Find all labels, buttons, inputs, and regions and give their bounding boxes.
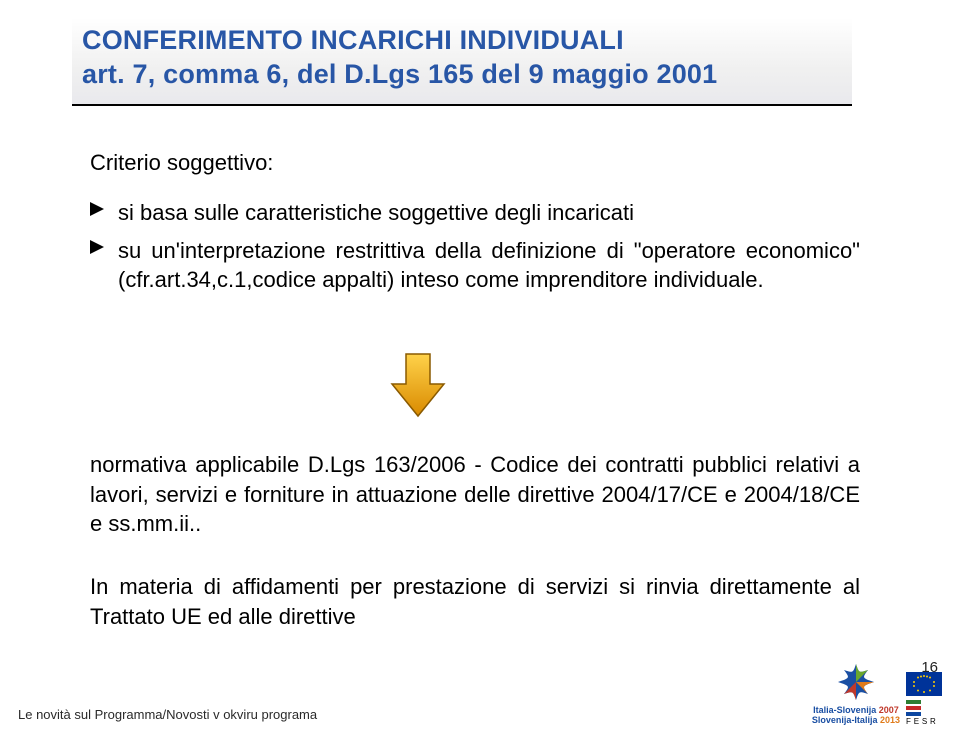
bullet-1-text: si basa sulle caratteristiche soggettive… [118, 200, 634, 225]
bullet-1: si basa sulle caratteristiche soggettive… [90, 198, 860, 228]
normativa-text: normativa applicabile D.Lgs 163/2006 - C… [90, 450, 860, 539]
materia-text: In materia di affidamenti per prestazion… [90, 572, 860, 631]
subheading: Criterio soggettivo: [90, 150, 860, 176]
down-arrow [388, 350, 448, 420]
bullet-2: su un'interpretazione restrittiva della … [90, 236, 860, 295]
programme-star-icon [834, 660, 878, 704]
title-line-2: art. 7, comma 6, del D.Lgs 165 del 9 mag… [82, 58, 852, 92]
bullet-icon [90, 240, 104, 254]
eu-color-bars [906, 700, 921, 716]
footer-text: Le novità sul Programma/Novosti v okviru… [18, 707, 317, 722]
title-line-1: CONFERIMENTO INCARICHI INDIVIDUALI [82, 24, 852, 58]
bullet-2-text: su un'interpretazione restrittiva della … [118, 238, 860, 293]
programme-logo: Italia-Slovenija 2007 Slovenija-Italija … [812, 660, 900, 726]
bullet-icon [90, 202, 104, 216]
fesr-label: F E S R [906, 718, 936, 726]
eu-flag-icon [906, 672, 942, 696]
eu-bar-1 [906, 700, 921, 704]
footer-logos: Italia-Slovenija 2007 Slovenija-Italija … [812, 660, 942, 726]
eu-bar-3 [906, 712, 921, 716]
eu-logo: F E S R [906, 672, 942, 726]
down-arrow-icon [388, 350, 448, 420]
slide: CONFERIMENTO INCARICHI INDIVIDUALI art. … [0, 0, 960, 738]
eu-bar-2 [906, 706, 921, 710]
body-area: Criterio soggettivo: si basa sulle carat… [90, 150, 860, 303]
bullet-list: si basa sulle caratteristiche soggettive… [90, 198, 860, 295]
programme-logo-text: Italia-Slovenija 2007 Slovenija-Italija … [812, 706, 900, 726]
title-band: CONFERIMENTO INCARICHI INDIVIDUALI art. … [72, 18, 852, 106]
